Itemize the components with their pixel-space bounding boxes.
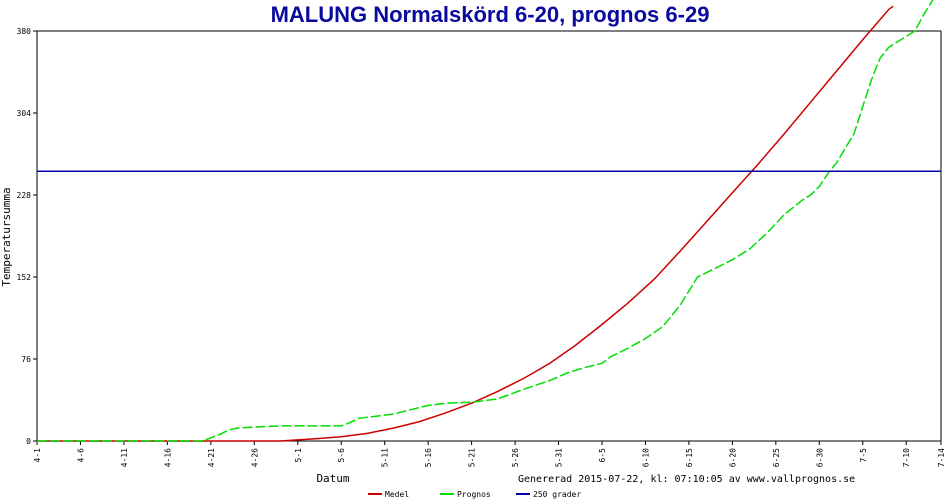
x-tick-label: 5-26	[511, 448, 520, 467]
x-tick-label: 4-16	[163, 448, 172, 467]
y-tick-label: 228	[17, 191, 32, 200]
generated-footer: Genererad 2015-07-22, kl: 07:10:05 av ww…	[518, 474, 855, 485]
legend: Medel Prognos 250 grader	[368, 490, 581, 499]
x-axis-label: Datum	[316, 472, 349, 485]
chart-title: MALUNG Normalskörd 6-20, prognos 6-29	[271, 2, 710, 27]
y-tick-label: 0	[26, 437, 31, 446]
y-axis-label: Temperatursumma	[0, 187, 13, 286]
x-tick-label: 4-1	[33, 448, 42, 463]
y-axis: 0 76 152 228 304 380	[17, 27, 37, 446]
x-tick-label: 6-15	[685, 448, 694, 467]
x-tick-label: 5-21	[468, 448, 477, 467]
x-tick-label: 4-6	[76, 448, 85, 463]
plot-border	[36, 30, 942, 442]
x-tick-label: 7-14	[937, 448, 946, 467]
x-tick-label: 7-5	[859, 448, 868, 463]
legend-label-250-grader: 250 grader	[533, 490, 581, 499]
x-tick-label: 6-30	[815, 448, 824, 467]
y-tick-label: 304	[17, 109, 32, 118]
x-tick-label: 5-31	[555, 448, 564, 467]
x-tick-label: 5-11	[381, 448, 390, 467]
x-tick-label: 4-21	[207, 448, 216, 467]
x-tick-label: 6-10	[641, 448, 650, 467]
x-tick-label: 5-16	[424, 448, 433, 467]
x-axis: 4-1 4-6 4-11 4-16 4-21 4-26 5-1 5-6 5-11 5-16 5-21…	[33, 441, 946, 467]
x-tick-label: 4-11	[120, 448, 129, 467]
x-tick-label: 7-10	[902, 448, 911, 467]
series-layer	[37, 0, 941, 442]
series-line-medel	[37, 5, 894, 442]
legend-label-medel: Medel	[385, 490, 409, 499]
x-tick-label: 6-20	[728, 448, 737, 467]
x-tick-label: 6-5	[598, 448, 607, 463]
x-tick-label: 4-26	[250, 448, 259, 467]
series-line-prognos	[37, 0, 934, 442]
legend-label-prognos: Prognos	[457, 490, 491, 499]
x-tick-label: 5-6	[337, 448, 346, 463]
y-tick-label: 152	[17, 273, 32, 282]
x-tick-label: 6-25	[772, 448, 781, 467]
y-tick-label: 76	[21, 355, 31, 364]
plot-frame	[36, 30, 942, 442]
x-tick-label: 5-1	[294, 448, 303, 463]
y-tick-label: 380	[17, 27, 32, 36]
